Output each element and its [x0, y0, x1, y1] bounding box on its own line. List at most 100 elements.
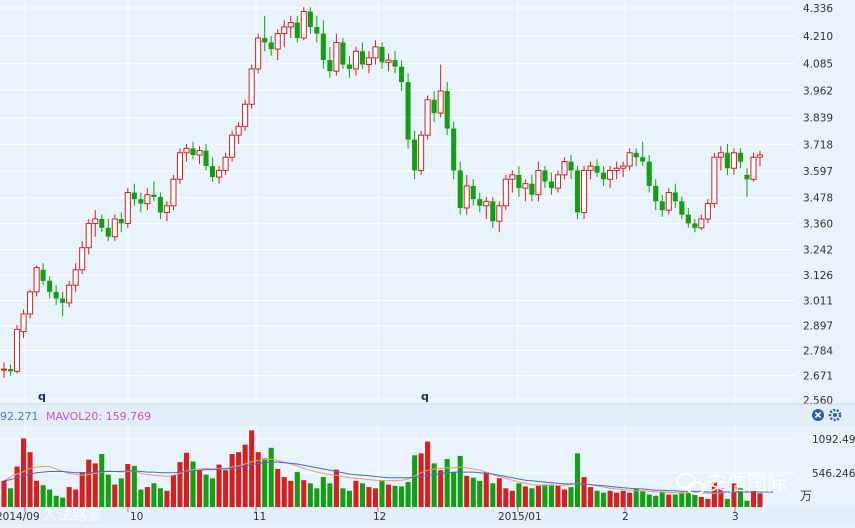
candle — [756, 150, 764, 167]
candle — [203, 143, 209, 171]
candle — [568, 155, 574, 180]
candle — [92, 210, 99, 237]
volume-bar — [7, 488, 14, 507]
candle — [216, 166, 223, 184]
volume-bar — [301, 480, 307, 507]
candle — [463, 174, 470, 215]
volume-bar — [353, 480, 359, 507]
candle — [79, 241, 86, 275]
volume-bar — [679, 493, 685, 507]
candle — [607, 166, 614, 189]
volume-bar — [112, 484, 118, 507]
price-tick-label: 3.478 — [803, 192, 833, 204]
time-tick-label: 10 — [130, 511, 143, 523]
candle — [640, 141, 646, 167]
volume-bar — [216, 464, 222, 507]
volume-bar — [21, 438, 27, 507]
candle — [99, 214, 105, 233]
candle — [548, 172, 554, 195]
candle — [352, 46, 359, 76]
volume-bar — [535, 485, 541, 507]
watermark-right-text: 安信国际 — [707, 471, 787, 495]
volume-bar — [53, 495, 59, 507]
volume-bar — [34, 480, 40, 507]
gear-icon[interactable] — [828, 408, 842, 422]
volume-bar — [666, 494, 672, 507]
q-marker: q — [38, 390, 46, 403]
volume-bar — [27, 452, 33, 507]
volume-bar — [327, 483, 333, 507]
volume-bar — [627, 492, 633, 507]
volume-bar — [262, 458, 268, 507]
candles-layer — [0, 7, 764, 378]
volume-bar — [359, 483, 365, 507]
candle — [646, 155, 652, 193]
price-tick-label: 4.210 — [803, 31, 833, 43]
candle — [412, 130, 418, 180]
volume-bar — [737, 488, 743, 507]
candle — [431, 90, 437, 122]
volume-bar — [548, 484, 554, 507]
candle — [613, 161, 620, 180]
wechat-icon — [676, 473, 705, 495]
candle — [653, 179, 659, 211]
volume-bar — [79, 472, 85, 507]
volume-bar — [588, 487, 594, 507]
volume-bar — [542, 484, 548, 507]
volume-bar — [601, 492, 607, 507]
candle — [418, 130, 425, 175]
candle — [692, 219, 698, 233]
volume-bar — [718, 488, 724, 507]
volume-bar — [1, 480, 7, 507]
volume-tick-label: 1092.492 — [812, 434, 855, 446]
volume-panel: 92.271 MAVOL20: 159.769 — [0, 403, 855, 426]
candle — [580, 166, 588, 220]
volume-bar — [503, 488, 509, 507]
candle — [659, 194, 665, 217]
volume-bar — [190, 461, 196, 507]
candle — [698, 214, 705, 231]
candle — [72, 263, 79, 292]
candle — [424, 95, 431, 140]
volume-bar — [203, 474, 209, 507]
volume-bar — [640, 491, 646, 507]
volume-bar — [509, 490, 515, 507]
candle — [320, 20, 326, 69]
volume-bar — [340, 488, 346, 507]
volume-bar — [705, 498, 711, 507]
price-tick-label: 2.671 — [803, 371, 833, 383]
mavol20-label: MAVOL20: 159.769 — [46, 410, 151, 423]
candle — [66, 280, 73, 308]
price-tick-label: 4.085 — [803, 58, 833, 70]
candle — [626, 148, 633, 171]
candle — [268, 35, 274, 56]
price-tick-label: 3.839 — [803, 113, 833, 125]
candle — [190, 141, 196, 160]
volume-ma-line — [3, 461, 773, 493]
candle — [672, 183, 678, 208]
candle — [47, 276, 53, 299]
candle — [724, 143, 730, 175]
watermark-left-text: 入试路景 — [42, 506, 102, 524]
volume-bar — [405, 482, 411, 507]
volume-bar — [177, 462, 183, 507]
candle — [27, 289, 34, 319]
price-tick-label: 3.126 — [803, 270, 833, 282]
volume-bar — [692, 493, 698, 507]
candle — [105, 219, 111, 242]
volume-bar — [659, 491, 665, 507]
price-tick-label: 3.360 — [803, 218, 833, 230]
candle — [574, 166, 581, 220]
volume-bar — [60, 497, 66, 507]
candle — [587, 161, 594, 180]
candle — [60, 291, 66, 317]
close-icon[interactable] — [812, 409, 824, 421]
candle — [111, 214, 118, 242]
volume-ma-lines — [3, 458, 773, 494]
volume-bar — [451, 472, 457, 507]
candle — [554, 170, 562, 193]
candle — [750, 152, 757, 182]
